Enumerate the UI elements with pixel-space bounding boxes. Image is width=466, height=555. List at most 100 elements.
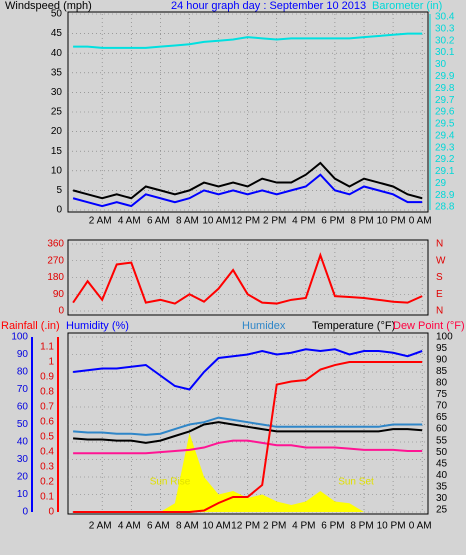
y-tick-label: 29.4 — [435, 130, 455, 141]
x-tick-label: 6 AM — [147, 521, 170, 532]
y-tick-label: 0.3 — [40, 462, 54, 473]
y-tick-label: E — [436, 289, 443, 300]
x-tick-label: 2 AM — [89, 521, 112, 532]
y-tick-label: 20 — [51, 126, 63, 137]
y-tick-label: 85 — [436, 366, 448, 377]
y-tick-label: 40 — [17, 437, 29, 448]
x-tick-label: 4 AM — [118, 521, 141, 532]
y-tick-label: 90 — [17, 349, 29, 360]
humidex-label: Humidex — [242, 320, 286, 332]
y-tick-label: 90 — [436, 355, 448, 366]
series-line — [73, 421, 423, 444]
y-tick-label: 1 — [48, 357, 54, 368]
y-tick-label: 80 — [436, 378, 448, 389]
y-tick-label: 45 — [51, 28, 63, 39]
annotation: Sun Rise — [150, 477, 191, 488]
y-tick-label: 5 — [56, 185, 62, 196]
x-tick-label: 2 PM — [263, 216, 286, 227]
x-tick-label: 4 PM — [292, 216, 315, 227]
x-tick-label: 6 PM — [321, 216, 344, 227]
series-line — [72, 161, 423, 200]
series-line — [72, 252, 423, 305]
y-tick-label: 55 — [436, 435, 448, 446]
x-tick-label: 12 PM — [231, 521, 260, 532]
y-tick-label: 25 — [51, 107, 63, 118]
y-tick-label: 20 — [17, 472, 29, 483]
y-tick-label: 40 — [51, 48, 63, 59]
y-tick-label: 29.1 — [435, 166, 455, 177]
y-tick-label: 0.7 — [40, 402, 54, 413]
y-tick-label: 29.2 — [435, 154, 455, 165]
y-tick-label: 0.5 — [40, 432, 54, 443]
y-tick-label: 80 — [17, 367, 29, 378]
y-tick-label: 40 — [436, 470, 448, 481]
y-tick-label: 0.8 — [40, 387, 54, 398]
y-tick-label: 50 — [51, 9, 63, 20]
temperature-label: Temperature (°F) — [312, 320, 395, 332]
y-tick-label: 100 — [11, 332, 28, 343]
x-tick-label: 12 PM — [231, 216, 260, 227]
series-line — [72, 173, 423, 208]
y-tick-label: 0.6 — [40, 417, 54, 428]
series-line — [73, 439, 423, 455]
y-tick-label: 28.8 — [435, 202, 455, 213]
x-tick-label: 4 AM — [118, 216, 141, 227]
x-tick-label: 2 AM — [89, 216, 112, 227]
y-tick-label: 29.3 — [435, 142, 455, 153]
y-tick-label: 29.7 — [435, 95, 455, 106]
y-tick-label: 0 — [56, 205, 62, 216]
y-tick-label: 30.4 — [435, 12, 455, 23]
y-tick-label: 180 — [47, 272, 64, 283]
y-tick-label: 0.1 — [40, 492, 54, 503]
y-tick-label: 0 — [58, 306, 64, 317]
y-tick-label: 75 — [436, 389, 448, 400]
x-tick-label: 8 AM — [176, 216, 199, 227]
y-tick-label: 15 — [51, 146, 63, 157]
y-tick-label: 65 — [436, 412, 448, 423]
x-tick-label: 6 PM — [321, 521, 344, 532]
y-tick-label: 30.2 — [435, 35, 455, 46]
series-line — [73, 361, 423, 513]
y-tick-label: 35 — [436, 481, 448, 492]
y-tick-label: 29 — [435, 178, 447, 189]
y-tick-label: 30 — [435, 59, 447, 70]
y-tick-label: 35 — [51, 67, 63, 78]
y-tick-label: 30 — [17, 454, 29, 465]
series-line — [73, 32, 423, 49]
barometer-label: Barometer (in) — [372, 0, 442, 12]
y-tick-label: 30 — [436, 493, 448, 504]
y-tick-label: N — [436, 239, 443, 250]
x-tick-label: 10 AM — [202, 521, 230, 532]
y-tick-label: 30.3 — [435, 23, 455, 34]
y-tick-label: 10 — [51, 165, 63, 176]
y-tick-label: 360 — [47, 239, 64, 250]
y-tick-label: 0.9 — [40, 372, 54, 383]
series-line — [73, 416, 423, 436]
x-tick-label: 8 PM — [350, 521, 373, 532]
x-tick-label: 10 PM — [377, 216, 406, 227]
y-tick-label: 100 — [436, 332, 453, 343]
x-tick-label: 10 PM — [377, 521, 406, 532]
y-tick-label: 70 — [436, 401, 448, 412]
x-tick-label: 10 AM — [202, 216, 230, 227]
y-tick-label: 29.8 — [435, 83, 455, 94]
windspeed-label: Windspeed (mph) — [5, 0, 92, 12]
y-tick-label: 60 — [436, 424, 448, 435]
y-tick-label: 30.1 — [435, 47, 455, 58]
y-tick-label: 270 — [47, 255, 64, 266]
y-tick-label: 50 — [17, 419, 29, 430]
y-tick-label: 1.1 — [40, 342, 54, 353]
y-tick-label: 0.2 — [40, 477, 54, 488]
graph-title: 24 hour graph day : September 10 2013 — [171, 0, 366, 12]
x-tick-label: 6 AM — [147, 216, 170, 227]
x-tick-label: 4 PM — [292, 521, 315, 532]
y-tick-label: 60 — [17, 402, 29, 413]
humidity-label: Humidity (%) — [66, 320, 129, 332]
y-tick-label: 0 — [48, 507, 54, 518]
rainfall-label: Rainfall (.in) — [1, 320, 60, 332]
y-tick-label: 95 — [436, 343, 448, 354]
y-tick-label: 70 — [17, 384, 29, 395]
x-tick-label: 2 PM — [263, 521, 286, 532]
y-tick-label: W — [436, 255, 446, 266]
